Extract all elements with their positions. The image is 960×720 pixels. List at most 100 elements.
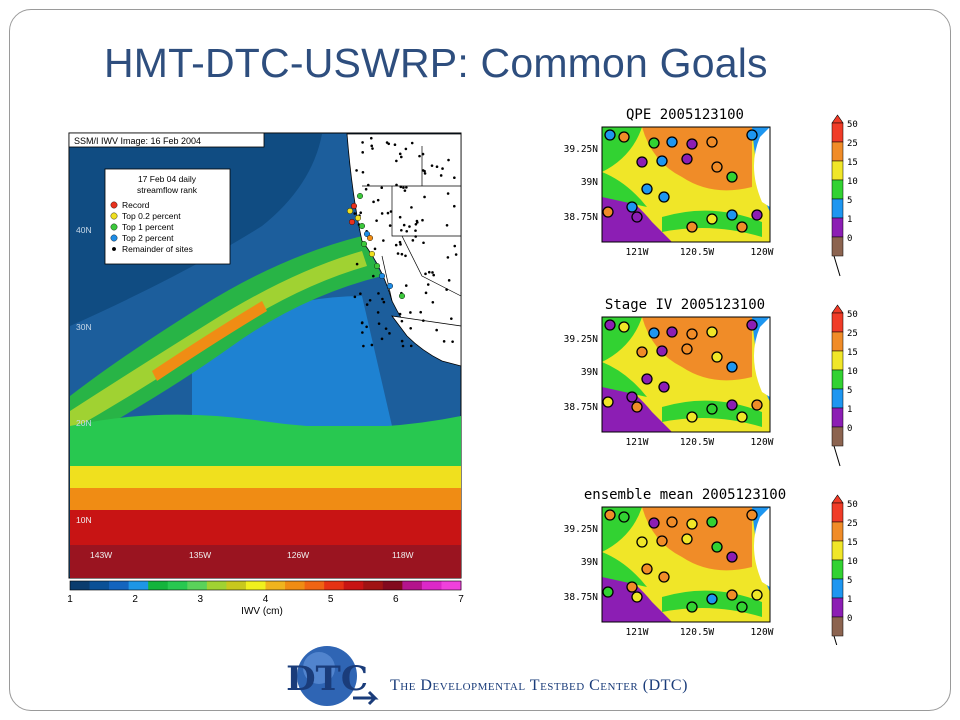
site-dot: [404, 254, 407, 258]
precip-colorbar-segment: [831, 217, 844, 238]
site-dot: [362, 344, 365, 348]
site-dot-ranked: [355, 214, 362, 221]
precip-colorbar-level: 50: [847, 310, 858, 320]
site-dot: [400, 252, 404, 256]
iwv-colorbar-tick: 3: [198, 594, 204, 605]
lon-label-135w: 135W: [189, 550, 211, 560]
precip-station: [666, 326, 678, 338]
site-dot: [364, 187, 368, 191]
site-dot: [403, 189, 407, 192]
site-dot: [380, 186, 384, 190]
tropical-band-red: [70, 510, 461, 545]
precip-station: [706, 593, 718, 605]
site-dot: [370, 144, 374, 148]
site-dot: [370, 343, 374, 347]
precip-station: [666, 136, 678, 148]
precip-station: [706, 403, 718, 415]
site-dot: [377, 322, 381, 325]
site-dot: [353, 212, 357, 215]
site-dot: [450, 317, 453, 320]
iwv-colorbar-segment: [421, 581, 442, 590]
precip-colorbar-level: 50: [847, 120, 858, 130]
site-dot: [373, 247, 377, 251]
precip-panel: ensemble mean 2005123100 39.25N 39N 38.75N 1…: [564, 487, 858, 645]
site-dot: [393, 143, 397, 147]
site-dot: [423, 172, 427, 175]
precip-colorbar-arrow: [831, 304, 844, 314]
site-dot: [431, 271, 434, 274]
site-dot: [388, 332, 391, 335]
site-dot-ranked: [367, 234, 374, 241]
site-dot: [395, 159, 398, 163]
precip-station: [648, 327, 660, 339]
precip-lon-label: 121W: [626, 627, 649, 638]
precip-colorbar-tail: [833, 255, 841, 277]
precip-station: [726, 209, 738, 221]
precip-station: [686, 411, 698, 423]
iwv-colorbar-segment: [343, 581, 364, 590]
precip-colorbar-level: 5: [847, 386, 852, 396]
iwv-colorbar-segment: [206, 581, 227, 590]
precip-station: [726, 399, 738, 411]
site-dot: [439, 174, 443, 177]
precip-station: [726, 551, 738, 563]
legend-title-line1: 17 Feb 04 daily: [138, 174, 197, 184]
site-dot: [400, 319, 404, 323]
precip-lon-label: 120W: [751, 627, 774, 638]
iwv-colorbar-segment: [324, 581, 345, 590]
site-dot: [386, 211, 390, 215]
site-dot: [402, 186, 405, 189]
precip-station: [711, 351, 723, 363]
atmospheric-river-mid: [70, 251, 367, 431]
atmospheric-river-core: [152, 301, 267, 381]
precip-colorbar-segment: [831, 540, 844, 561]
iwv-colorbar-segment: [265, 581, 286, 590]
iwv-colorbar-segment: [285, 581, 306, 590]
precip-colorbar-level: 50: [847, 500, 858, 510]
site-dot: [404, 284, 408, 287]
precip-station: [681, 533, 693, 545]
site-dot: [402, 223, 406, 227]
site-dot-ranked: [379, 272, 386, 279]
lat-label-10n: 10N: [76, 515, 92, 525]
precip-station: [656, 345, 668, 357]
precip-station: [751, 209, 763, 221]
iwv-colorbar-tick: 2: [132, 594, 138, 605]
slide-title: HMT-DTC-USWRP: Common Goals: [104, 40, 768, 86]
iwv-colorbar-frame: [69, 580, 462, 591]
precip-region-moderate-2: [602, 172, 647, 207]
site-dot: [365, 325, 368, 329]
site-dot: [405, 229, 409, 233]
precip-station: [626, 391, 638, 403]
precip-lat-label: 39.25N: [564, 144, 599, 155]
precip-station: [736, 601, 748, 613]
precip-colorbar-segment: [831, 559, 844, 580]
site-dot: [415, 219, 419, 223]
site-dot: [376, 198, 380, 202]
site-dot: [361, 331, 364, 334]
iwv-colorbar-tick: 4: [263, 594, 269, 605]
legend-entry-label: Top 0.2 percent: [122, 211, 181, 221]
precip-colorbar-level: 10: [847, 177, 858, 187]
site-dot: [398, 152, 402, 156]
precip-colorbar-segment: [831, 198, 844, 219]
legend-entry-label: Top 2 percent: [122, 233, 174, 243]
iwv-colorbar-segment: [167, 581, 188, 590]
map-header: SSM/I IWV Image: 16 Feb 2004: [74, 136, 201, 146]
precip-station: [706, 213, 718, 225]
precip-colorbar-segment: [831, 179, 844, 200]
precip-station: [686, 328, 698, 340]
site-dot: [423, 195, 426, 199]
site-dot-ranked: [349, 218, 356, 225]
precip-station: [658, 381, 670, 393]
site-dot: [422, 241, 425, 245]
precip-station: [604, 319, 616, 331]
precip-station: [602, 206, 614, 218]
precip-station: [641, 183, 653, 195]
tropical-band-dark: [70, 545, 461, 578]
precip-station: [631, 591, 643, 603]
precip-station: [636, 156, 648, 168]
precip-station: [726, 171, 738, 183]
iwv-colorbar-tick: 6: [393, 594, 399, 605]
precip-colorbar-level: 0: [847, 614, 852, 624]
